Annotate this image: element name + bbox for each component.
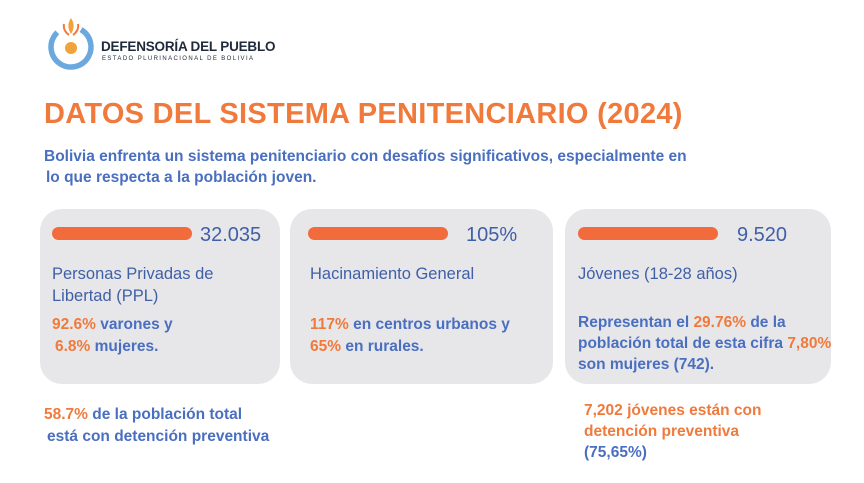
note-text: de la población total de esta cifra	[578, 314, 786, 352]
stat-note: Representan el 29.76% de la población to…	[578, 312, 838, 375]
footer-left-note: 58.7% de la población total está con det…	[44, 404, 364, 448]
footer-text: de la población total	[87, 406, 243, 423]
stat-label: Hacinamiento General	[310, 265, 475, 283]
note-text: son mujeres (742).	[578, 356, 715, 373]
page-title: DATOS DEL SISTEMA PENITENCIARIO (2024)	[44, 98, 683, 130]
note-highlight: 29.76%	[693, 314, 747, 331]
logo: DEFENSORÍA DEL PUEBLO ESTADO PLURINACION…	[46, 14, 286, 74]
stat-value: 32.035	[200, 224, 262, 246]
footer-highlight: 58.7%	[44, 406, 88, 423]
stat-value: 105%	[466, 224, 518, 246]
intro-line-2: lo que respecta a la población joven.	[46, 169, 317, 186]
footer-text: está con detención preventiva	[47, 428, 270, 445]
stat-bar	[578, 227, 718, 240]
stat-bar	[308, 227, 448, 240]
note-text: mujeres.	[90, 338, 159, 355]
logo-subtitle: ESTADO PLURINACIONAL DE BOLIVIA	[102, 56, 255, 62]
stat-card-jovenes: 9.520 Jóvenes (18-28 años) Representan e…	[565, 209, 831, 384]
stat-note: 92.6% varones y 6.8% mujeres.	[52, 314, 272, 358]
stat-card-ppl: 32.035 Personas Privadas de Libertad (PP…	[40, 209, 280, 384]
footer-text: 7,202 jóvenes están con	[584, 402, 762, 419]
stat-card-hacinamiento: 105% Hacinamiento General 117% en centro…	[290, 209, 553, 384]
note-text: en centros urbanos y	[348, 316, 510, 333]
logo-title: DEFENSORÍA DEL PUEBLO	[101, 39, 276, 54]
note-text: varones y	[95, 316, 173, 333]
note-highlight: 6.8%	[55, 338, 91, 355]
note-highlight: 7,80%	[787, 335, 832, 352]
note-highlight: 92.6%	[52, 316, 96, 333]
defensoria-emblem-icon	[48, 18, 94, 70]
intro-line-1: Bolivia enfrenta un sistema penitenciari…	[44, 148, 687, 165]
note-highlight: 117%	[310, 316, 349, 333]
stat-label: Personas Privadas de Libertad (PPL)	[52, 265, 214, 305]
stat-label: Jóvenes (18-28 años)	[578, 265, 738, 283]
intro-text: Bolivia enfrenta un sistema penitenciari…	[44, 146, 834, 188]
footer-right-note: 7,202 jóvenes están con detención preven…	[584, 400, 834, 463]
footer-percentage: (75,65%)	[584, 444, 647, 461]
stat-value: 9.520	[737, 224, 788, 246]
footer-text: detención preventiva	[584, 423, 740, 440]
note-text: en rurales.	[341, 338, 424, 355]
stat-note: 117% en centros urbanos y 65% en rurales…	[310, 314, 550, 358]
note-highlight: 65%	[310, 338, 342, 355]
stat-bar	[52, 227, 192, 240]
note-text: Representan el	[578, 314, 694, 331]
